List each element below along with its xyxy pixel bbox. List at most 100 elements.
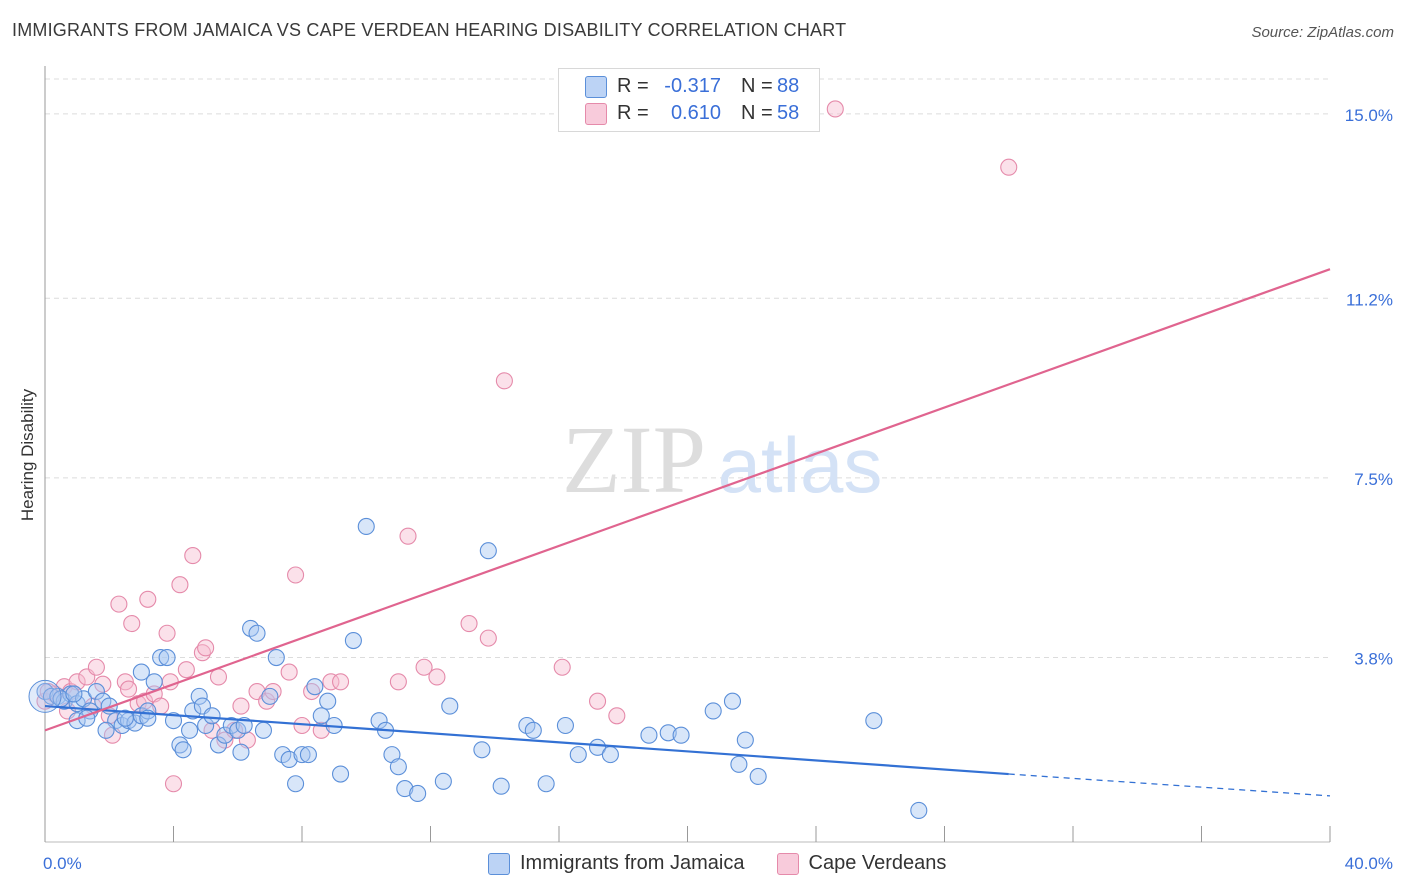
legend-r-label: R = — [617, 75, 649, 97]
legend-n-value: 58 — [777, 102, 800, 124]
cape-verdean-point — [258, 692, 276, 710]
jamaica-point — [248, 624, 266, 642]
jamaica-point — [55, 692, 73, 710]
cape-verdean-point — [287, 566, 305, 584]
series-swatch-jamaica — [488, 852, 510, 875]
cape-verdean-point — [460, 615, 478, 633]
jamaica-point — [132, 663, 150, 681]
legend-swatch-cape-verdean — [585, 102, 607, 125]
jamaica-point — [164, 712, 183, 730]
cape-verdean-point — [1000, 158, 1018, 176]
legend-n-label: N = — [741, 75, 773, 97]
source-credit: Source: ZipAtlas.com — [1251, 24, 1394, 41]
cape-verdean-point — [553, 658, 571, 676]
cape-verdean-point — [171, 576, 189, 594]
jamaica-point — [190, 687, 208, 705]
jamaica-point — [434, 772, 452, 790]
cape-verdean-point — [119, 680, 138, 698]
jamaica-point — [209, 736, 228, 754]
jamaica-point — [232, 743, 250, 761]
y-tick-label: 7.5% — [1354, 470, 1393, 489]
series-label-jamaica: Immigrants from Jamaica — [520, 852, 745, 874]
series-legend: Immigrants from Jamaica Cape Verdeans — [488, 852, 978, 875]
y-tick-label: 3.8% — [1354, 650, 1393, 669]
jamaica-point — [145, 673, 163, 691]
jamaica-trendline-extension — [1008, 773, 1331, 797]
grid-layer — [45, 78, 1330, 659]
jamaica-point — [299, 746, 317, 764]
cape-verdean-point — [331, 673, 350, 691]
y-axis-title: Hearing Disability — [18, 388, 37, 521]
jamaica-point — [319, 692, 337, 710]
jamaica-point — [116, 709, 134, 727]
cape-verdean-point — [399, 527, 417, 545]
watermark-zip: ZIP — [562, 406, 706, 513]
cape-verdean-point — [608, 707, 626, 725]
jamaica-point — [171, 736, 189, 754]
jamaica-point — [267, 648, 285, 667]
jamaica-point — [287, 775, 305, 793]
trend-lines-layer — [44, 268, 1331, 797]
jamaica-point — [865, 712, 883, 730]
jamaica-point — [736, 731, 754, 749]
jamaica-point — [65, 685, 83, 703]
jamaica-point — [344, 631, 362, 650]
jamaica-point — [396, 780, 414, 798]
jamaica-point — [492, 777, 510, 795]
legend-n-value: 88 — [777, 75, 800, 97]
cape-verdean-point — [389, 673, 407, 691]
jamaica-point — [331, 765, 350, 783]
jamaica-point — [730, 755, 748, 773]
jamaica-point — [184, 702, 202, 720]
cape-verdean-point — [193, 644, 211, 662]
series-swatch-cape-verdean — [776, 852, 799, 875]
cape-verdean-point — [136, 692, 154, 710]
cape-verdean-point — [158, 624, 176, 642]
jamaica-point — [537, 775, 555, 793]
jamaica-point — [672, 726, 690, 744]
legend-r-value: -0.317 — [664, 75, 721, 97]
jamaica-point — [473, 741, 491, 759]
jamaica-point — [181, 721, 199, 739]
jamaica-trendline — [44, 704, 1009, 776]
jamaica-point — [312, 707, 330, 725]
jamaica-point — [723, 692, 742, 710]
cape-verdean-point — [826, 100, 844, 118]
jamaica-point — [261, 687, 279, 705]
chart-title: IMMIGRANTS FROM JAMAICA VS CAPE VERDEAN … — [12, 20, 847, 40]
series-legend-cape-verdean[interactable]: Cape Verdeans — [776, 852, 947, 875]
cape-verdean-point — [415, 658, 433, 676]
cape-verdean-point — [264, 682, 282, 701]
cape-verdean-point — [495, 372, 513, 390]
jamaica-point — [357, 517, 375, 536]
tick-labels-layer: 3.8% 7.5% 11.2% 15.0% 0.0% 40.0% — [43, 106, 1393, 873]
jamaica-point — [409, 784, 427, 803]
jamaica-point — [87, 682, 105, 701]
x-tick-label-max: 40.0% — [1345, 854, 1393, 873]
cape-verdean-point — [322, 673, 340, 691]
cape-verdean-point — [197, 639, 215, 657]
x-tick-label-min: 0.0% — [43, 854, 82, 873]
jamaica-point — [441, 697, 459, 715]
jamaica-point — [556, 716, 574, 735]
jamaica-point — [280, 750, 298, 769]
jamaica-point — [704, 702, 722, 720]
cape-verdean-point — [123, 615, 141, 633]
cape-verdean-point — [479, 629, 497, 647]
cape-verdean-point — [209, 668, 228, 686]
jamaica-point — [588, 738, 607, 756]
series-label-cape-verdean: Cape Verdeans — [808, 852, 947, 874]
jamaica-point — [152, 648, 170, 667]
cape-verdean-point — [232, 697, 250, 715]
cape-verdean-point — [280, 663, 298, 681]
cape-verdean-point — [87, 658, 105, 676]
jamaica-point — [749, 767, 767, 786]
jamaica-point — [216, 726, 234, 744]
series-legend-jamaica[interactable]: Immigrants from Jamaica — [488, 852, 745, 875]
jamaica-point — [910, 801, 928, 819]
jamaica-point — [139, 702, 157, 720]
cape-verdean-point — [139, 590, 157, 608]
jamaica-point — [254, 721, 273, 739]
cape-verdean-point — [588, 692, 607, 710]
